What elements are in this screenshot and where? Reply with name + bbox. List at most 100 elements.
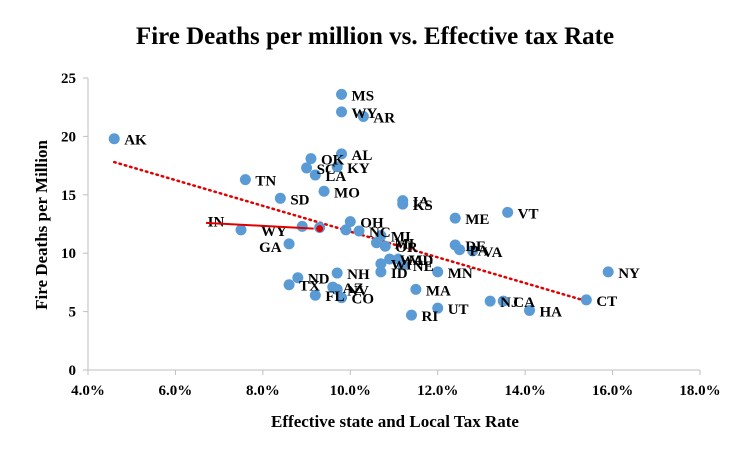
y-tick-label: 25 — [61, 71, 76, 87]
data-point — [239, 174, 251, 186]
data-point — [467, 245, 479, 257]
point-label: VT — [518, 206, 539, 222]
point-label: AL — [352, 148, 373, 164]
data-point — [318, 185, 330, 197]
data-point — [336, 292, 348, 304]
data-point — [340, 224, 352, 236]
point-label: NC — [369, 225, 391, 241]
x-tick-label: 14.0% — [505, 383, 546, 399]
y-tick-label: 0 — [69, 363, 77, 379]
point-label: PA — [470, 244, 489, 260]
point-label: OR — [395, 240, 418, 256]
chart-title: Fire Deaths per million vs. Effective ta… — [136, 23, 614, 50]
data-point — [449, 212, 461, 224]
point-label: SD — [290, 192, 309, 208]
data-point — [309, 169, 321, 181]
y-tick-label: 15 — [61, 188, 76, 204]
data-point — [454, 244, 466, 256]
point-label: CO — [352, 292, 375, 308]
data-point — [309, 289, 321, 301]
data-point — [336, 88, 348, 100]
data-point — [379, 240, 391, 252]
point-label: LA — [325, 169, 346, 185]
y-tick-label: 10 — [61, 246, 76, 262]
data-point — [371, 237, 383, 249]
point-label: AR — [373, 111, 395, 127]
data-point — [283, 279, 295, 291]
data-point — [497, 295, 509, 307]
point-label: MI — [391, 230, 411, 246]
x-tick-label: 4.0% — [71, 383, 105, 399]
point-label: KY — [347, 161, 370, 177]
data-point — [331, 267, 343, 279]
x-tick-label: 16.0% — [592, 383, 633, 399]
point-label: TX — [299, 279, 320, 295]
point-label: AZ — [343, 281, 364, 297]
data-point — [397, 198, 409, 210]
data-point — [432, 302, 444, 314]
axes-layer: 4.0% 6.0% 8.0% 10.0% 12.0% 14.0% 16.0% 18.0% 0 5 1… — [61, 71, 721, 399]
x-tick-label: 12.0% — [417, 383, 458, 399]
point-label: MA — [426, 283, 451, 299]
data-point — [432, 266, 444, 278]
point-label: TN — [255, 174, 276, 190]
data-point — [397, 259, 409, 271]
point-label: NH — [347, 267, 370, 283]
data-point — [405, 309, 417, 321]
point-label: MO — [334, 185, 360, 201]
point-label: UT — [448, 302, 469, 318]
point-label: MN — [448, 266, 473, 282]
point-label: FL — [325, 289, 344, 305]
point-label: IA — [413, 195, 430, 211]
data-point — [283, 238, 295, 250]
data-point — [344, 216, 356, 228]
data-point — [602, 266, 614, 278]
point-label: ID — [391, 266, 408, 282]
data-point — [580, 294, 592, 306]
data-point — [331, 283, 343, 295]
x-axis-title: Effective state and Local Tax Rate — [271, 412, 519, 431]
data-point — [375, 266, 387, 278]
data-point — [384, 253, 396, 265]
point-label: HA — [540, 304, 563, 320]
x-tick-label: 8.0% — [246, 383, 280, 399]
data-point — [108, 133, 120, 145]
data-point — [336, 148, 348, 160]
point-label: OH — [360, 216, 384, 232]
data-point — [410, 283, 422, 295]
point-label: NJ — [500, 295, 519, 311]
point-label: AK — [124, 133, 147, 149]
point-label: CA — [513, 295, 535, 311]
data-point — [375, 258, 387, 270]
point-label: NV — [347, 283, 369, 299]
data-point — [353, 225, 365, 237]
point-label: WA — [400, 253, 424, 269]
data-point — [484, 295, 496, 307]
point-label: ND — [308, 272, 330, 288]
point-label: MI — [395, 237, 415, 253]
point-label: OK — [321, 153, 345, 169]
y-tick-label: 20 — [61, 129, 76, 145]
point-label: KS — [413, 198, 433, 214]
data-point — [235, 224, 247, 236]
point-label: DE — [465, 239, 486, 255]
data-point — [292, 272, 304, 284]
point-label: MS — [352, 88, 375, 104]
point-label: NE — [413, 259, 434, 275]
point-label: RI — [421, 309, 438, 325]
x-tick-label: 18.0% — [679, 383, 720, 399]
data-point — [296, 220, 308, 232]
trendline — [112, 160, 588, 303]
points-layer — [108, 88, 614, 321]
point-label: GA — [259, 240, 282, 256]
point-label: NY — [618, 266, 640, 282]
x-tick-label: 10.0% — [330, 383, 371, 399]
arrow-line — [205, 221, 314, 230]
annotation-arrow-layer — [205, 221, 324, 233]
point-label: SC — [317, 162, 336, 178]
data-point — [301, 162, 313, 174]
point-label: WY — [352, 106, 378, 122]
